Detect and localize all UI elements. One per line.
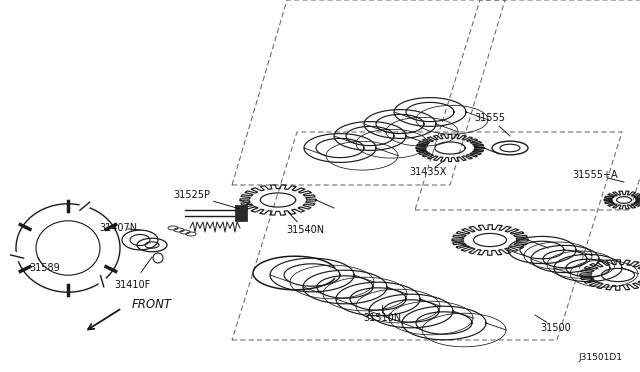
Text: 31540N: 31540N bbox=[286, 225, 324, 235]
Text: 31435X: 31435X bbox=[410, 167, 447, 177]
Text: FRONT: FRONT bbox=[132, 298, 172, 311]
Text: 31589: 31589 bbox=[29, 263, 60, 273]
Text: 31555: 31555 bbox=[474, 113, 506, 123]
Text: 31525P: 31525P bbox=[173, 190, 211, 200]
Text: 31555+A: 31555+A bbox=[572, 170, 618, 180]
Text: 31407N: 31407N bbox=[99, 223, 137, 233]
Text: 31500: 31500 bbox=[541, 323, 572, 333]
Text: 31510N: 31510N bbox=[363, 313, 401, 323]
Bar bbox=[235, 205, 247, 221]
Text: J31501D1: J31501D1 bbox=[578, 353, 622, 362]
Text: 31410F: 31410F bbox=[114, 280, 150, 290]
